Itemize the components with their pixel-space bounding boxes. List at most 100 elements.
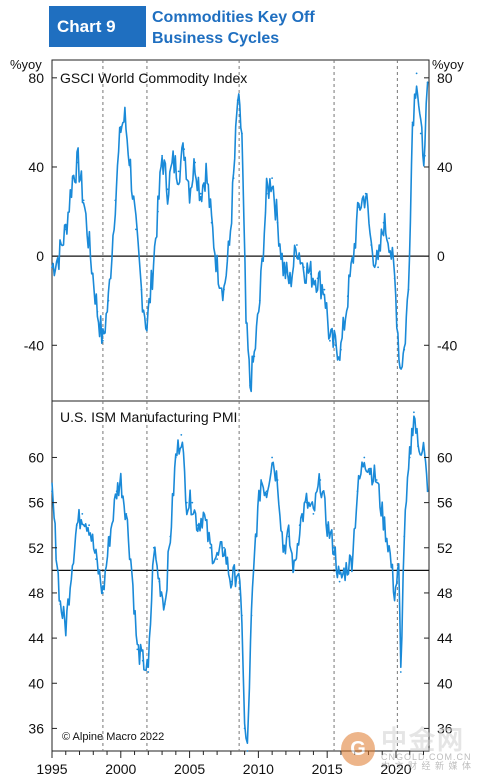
- chart-title-line-1: Commodities Key Off: [152, 9, 315, 26]
- pmi-data-point: [230, 580, 232, 583]
- commodity-data-point: [102, 339, 104, 342]
- commodity-data-point: [249, 384, 252, 387]
- pmi-data-point: [185, 501, 188, 504]
- commodity-data-point: [258, 299, 261, 302]
- commodity-data-point: [329, 339, 331, 342]
- pmi-ytick-label-right: 52: [437, 540, 453, 556]
- commodity-data-point: [407, 288, 410, 291]
- pmi-ytick-label-right: 48: [437, 585, 453, 601]
- commodity-data-point: [107, 299, 110, 302]
- commodity-data-point: [323, 288, 326, 291]
- commodity-data-point: [161, 154, 164, 157]
- pmi-data-point: [136, 648, 139, 651]
- pmi-data-point: [363, 456, 366, 459]
- pmi-data-point: [254, 535, 257, 538]
- pmi-ytick-label-right: 56: [437, 495, 453, 511]
- pmi-data-point: [130, 569, 133, 572]
- commodity-ytick-label-left: -40: [24, 337, 44, 353]
- commodity-data-point: [382, 221, 385, 224]
- commodity-data-point: [157, 210, 159, 213]
- pmi-ytick-label-right: 40: [437, 675, 453, 691]
- commodity-ytick-label-right: -40: [437, 337, 457, 353]
- commodity-ytick-label-right: 40: [437, 159, 453, 175]
- x-axis-tick-label: 2015: [312, 761, 343, 777]
- pmi-data-point: [368, 467, 371, 470]
- pmi-ytick-label-right: 36: [437, 720, 453, 736]
- pmi-data-point: [88, 524, 90, 527]
- chart-title-line-2: Business Cycles: [152, 30, 280, 47]
- pmi-data-point: [209, 546, 212, 549]
- commodity-data-point: [166, 188, 169, 191]
- commodity-data-point: [177, 170, 180, 173]
- watermark-brand: 中金网: [380, 725, 465, 755]
- commodity-data-point: [357, 206, 360, 209]
- pmi-data-point: [338, 580, 341, 583]
- commodity-ytick-label-left: 40: [28, 159, 44, 175]
- pmi-data-point: [397, 569, 400, 572]
- pmi-ytick-label-left: 40: [28, 675, 44, 691]
- pmi-data-point: [246, 750, 249, 752]
- pmi-data-point: [417, 445, 419, 448]
- pmi-data-point: [174, 456, 177, 459]
- pmi-data-point: [287, 535, 290, 538]
- pmi-data-point: [70, 569, 73, 572]
- pmi-data-point: [388, 546, 390, 549]
- x-axis-tick-label: 2020: [380, 761, 411, 777]
- commodity-data-point: [124, 117, 126, 119]
- pmi-data-point: [243, 727, 246, 730]
- commodity-data-point: [188, 188, 191, 191]
- commodity-data-point: [51, 266, 53, 269]
- commodity-data-point: [223, 288, 225, 291]
- commodity-data-point: [71, 177, 74, 180]
- commodity-data-point: [346, 295, 349, 298]
- pmi-data-point: [375, 479, 378, 481]
- commodity-data-point: [77, 161, 79, 164]
- commodity-data-point: [265, 192, 268, 195]
- pmi-data-point: [408, 456, 411, 459]
- pmi-data-point: [216, 558, 219, 560]
- commodity-data-point: [302, 266, 305, 269]
- x-axis-tick-label: 1995: [36, 761, 67, 777]
- commodity-data-point: [393, 277, 396, 280]
- pmi-data-point: [115, 490, 118, 493]
- pmi-data-point: [293, 569, 296, 572]
- pmi-data-point: [399, 671, 402, 673]
- pmi-data-point: [344, 569, 346, 572]
- chart-number-text: Chart 9: [57, 16, 116, 36]
- commodity-data-point: [172, 161, 175, 164]
- top-panel-unit-right: %yoy: [432, 57, 464, 72]
- bottom-panel-title: U.S. ISM Manufacturing PMI: [60, 409, 237, 425]
- x-axis-tick-label: 2000: [105, 761, 136, 777]
- commodity-data-point: [205, 170, 208, 173]
- pmi-data-point: [319, 479, 322, 481]
- commodity-data-point: [241, 132, 243, 135]
- commodity-data-point: [236, 99, 239, 101]
- pmi-data-point: [169, 535, 172, 538]
- commodity-data-point: [140, 288, 143, 291]
- commodity-ytick-label-left: 80: [28, 70, 44, 86]
- commodity-data-point: [377, 266, 379, 269]
- pmi-data-point: [422, 445, 425, 448]
- commodity-data-point: [289, 282, 291, 284]
- pmi-data-point: [381, 513, 384, 515]
- credit-text: © Alpine Macro 2022: [62, 731, 164, 743]
- pmi-data-point: [108, 535, 111, 538]
- pmi-series-line: [51, 415, 429, 744]
- commodity-data-point: [232, 177, 235, 180]
- pmi-data-point: [191, 501, 194, 504]
- commodity-data-point: [64, 228, 67, 231]
- x-axis-tick-label: 2010: [243, 761, 274, 777]
- pmi-data-point: [250, 614, 253, 617]
- commodity-data-point: [135, 228, 137, 231]
- commodity-data-point: [271, 177, 273, 180]
- commodity-ytick-label-right: 0: [437, 248, 445, 264]
- pmi-ytick-label-left: 52: [28, 540, 44, 556]
- pmi-data-point: [312, 513, 315, 515]
- pmi-data-point: [403, 535, 406, 538]
- commodity-data-point: [340, 348, 342, 351]
- pmi-data-point: [141, 659, 144, 662]
- pmi-data-point: [351, 558, 353, 560]
- commodity-data-point: [114, 199, 117, 202]
- commodity-data-point: [58, 255, 60, 257]
- commodity-data-point: [316, 277, 319, 280]
